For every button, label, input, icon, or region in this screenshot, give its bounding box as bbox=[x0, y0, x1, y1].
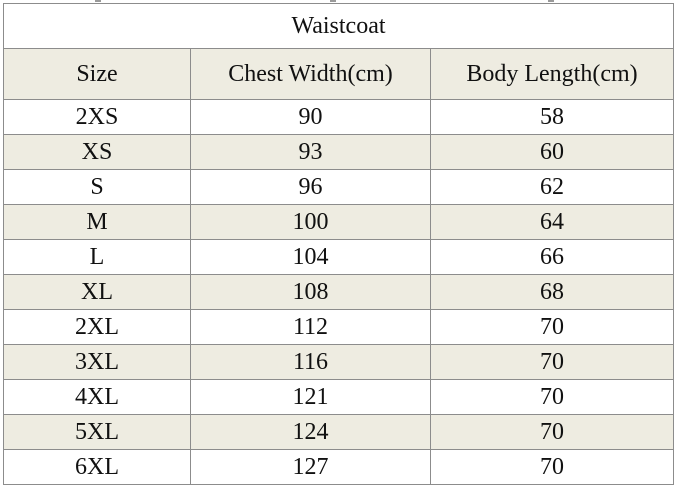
size-cell: XL bbox=[3, 274, 191, 310]
size-chart-table: Waistcoat Size Chest Width(cm) Body Leng… bbox=[2, 3, 675, 485]
table-row: L 104 66 bbox=[3, 239, 675, 275]
size-cell: 2XS bbox=[3, 99, 191, 135]
body-length-cell: 70 bbox=[429, 344, 675, 380]
chest-width-cell: 104 bbox=[190, 239, 431, 275]
table-title: Waistcoat bbox=[2, 3, 675, 49]
title-row: Waistcoat bbox=[2, 3, 675, 49]
body-length-cell: 70 bbox=[429, 379, 675, 415]
chest-width-cell: 124 bbox=[190, 414, 431, 450]
column-marker bbox=[548, 0, 554, 2]
size-cell: 6XL bbox=[3, 449, 191, 485]
table-body: 2XS 90 58 XS 93 60 S 96 62 M 100 64 L 104 66 XL 108 68 2XL… bbox=[3, 99, 675, 485]
table-row: XS 93 60 bbox=[3, 134, 675, 170]
column-header-chest-width: Chest Width(cm) bbox=[190, 48, 431, 100]
body-length-cell: 60 bbox=[429, 134, 675, 170]
chest-width-cell: 93 bbox=[190, 134, 431, 170]
column-header-body-length: Body Length(cm) bbox=[429, 48, 675, 100]
table-row: 6XL 127 70 bbox=[3, 449, 675, 485]
size-cell: M bbox=[3, 204, 191, 240]
chest-width-cell: 96 bbox=[190, 169, 431, 205]
header-row: Size Chest Width(cm) Body Length(cm) bbox=[3, 48, 675, 100]
body-length-cell: 64 bbox=[429, 204, 675, 240]
column-marker bbox=[95, 0, 101, 2]
size-cell: L bbox=[3, 239, 191, 275]
body-length-cell: 70 bbox=[429, 449, 675, 485]
size-cell: 2XL bbox=[3, 309, 191, 345]
chest-width-cell: 108 bbox=[190, 274, 431, 310]
size-cell: 5XL bbox=[3, 414, 191, 450]
chest-width-cell: 90 bbox=[190, 99, 431, 135]
body-length-cell: 70 bbox=[429, 414, 675, 450]
table-row: 5XL 124 70 bbox=[3, 414, 675, 450]
column-header-size: Size bbox=[3, 48, 191, 100]
chest-width-cell: 121 bbox=[190, 379, 431, 415]
body-length-cell: 58 bbox=[429, 99, 675, 135]
size-cell: S bbox=[3, 169, 191, 205]
size-cell: 3XL bbox=[3, 344, 191, 380]
size-cell: XS bbox=[3, 134, 191, 170]
table-row: 2XS 90 58 bbox=[3, 99, 675, 135]
table-row: XL 108 68 bbox=[3, 274, 675, 310]
chest-width-cell: 116 bbox=[190, 344, 431, 380]
body-length-cell: 66 bbox=[429, 239, 675, 275]
body-length-cell: 68 bbox=[429, 274, 675, 310]
chest-width-cell: 127 bbox=[190, 449, 431, 485]
top-strip bbox=[0, 0, 675, 3]
table-row: S 96 62 bbox=[3, 169, 675, 205]
column-marker bbox=[330, 0, 336, 2]
table-row: 3XL 116 70 bbox=[3, 344, 675, 380]
size-cell: 4XL bbox=[3, 379, 191, 415]
table-row: 2XL 112 70 bbox=[3, 309, 675, 345]
table-row: 4XL 121 70 bbox=[3, 379, 675, 415]
table-row: M 100 64 bbox=[3, 204, 675, 240]
chest-width-cell: 100 bbox=[190, 204, 431, 240]
body-length-cell: 62 bbox=[429, 169, 675, 205]
body-length-cell: 70 bbox=[429, 309, 675, 345]
chest-width-cell: 112 bbox=[190, 309, 431, 345]
